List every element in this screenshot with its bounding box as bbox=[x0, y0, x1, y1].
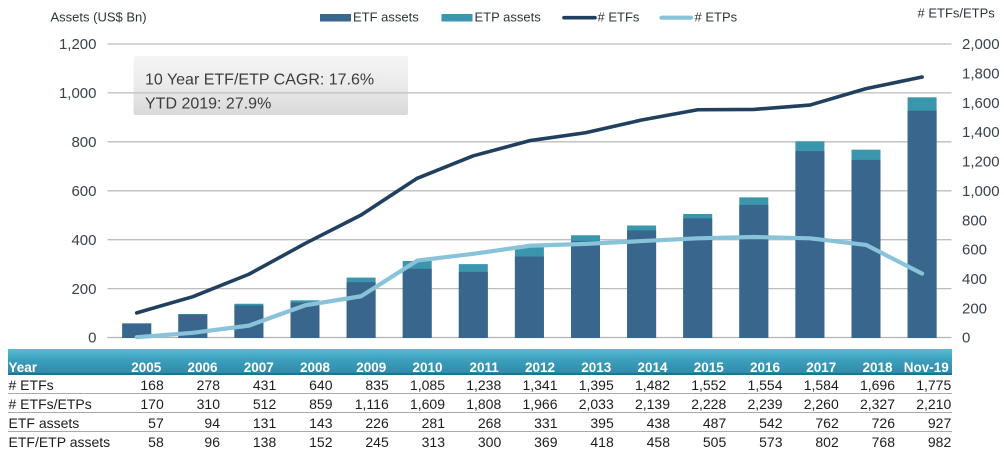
svg-text:# ETFs: # ETFs bbox=[598, 10, 640, 25]
svg-text:200: 200 bbox=[962, 300, 987, 317]
svg-text:YTD 2019: 27.9%: YTD 2019: 27.9% bbox=[145, 96, 271, 113]
svg-text:1,400: 1,400 bbox=[962, 124, 1000, 141]
svg-text:600: 600 bbox=[71, 183, 96, 200]
svg-text:1,200: 1,200 bbox=[962, 154, 1000, 171]
svg-text:1,200: 1,200 bbox=[59, 36, 97, 53]
svg-text:400: 400 bbox=[962, 271, 987, 288]
svg-text:ETF assets: ETF assets bbox=[353, 10, 419, 25]
svg-text:400: 400 bbox=[71, 232, 96, 249]
svg-text:800: 800 bbox=[71, 134, 96, 151]
svg-text:1,000: 1,000 bbox=[962, 183, 1000, 200]
svg-text:Assets (US$ Bn): Assets (US$ Bn) bbox=[51, 10, 147, 25]
svg-text:800: 800 bbox=[962, 212, 987, 229]
svg-text:1,800: 1,800 bbox=[962, 66, 1000, 83]
svg-text:0: 0 bbox=[962, 330, 970, 347]
svg-text:10 Year ETF/ETP CAGR: 17.6%: 10 Year ETF/ETP CAGR: 17.6% bbox=[145, 72, 374, 89]
svg-text:1,600: 1,600 bbox=[962, 95, 1000, 112]
svg-text:200: 200 bbox=[71, 281, 96, 298]
svg-text:# ETFs/ETPs: # ETFs/ETPs bbox=[918, 6, 996, 21]
svg-text:# ETPs: # ETPs bbox=[695, 10, 738, 25]
svg-text:2,000: 2,000 bbox=[962, 36, 1000, 53]
svg-text:ETP assets: ETP assets bbox=[475, 10, 542, 25]
svg-text:1,000: 1,000 bbox=[59, 85, 97, 102]
svg-text:0: 0 bbox=[88, 330, 96, 347]
svg-text:600: 600 bbox=[962, 242, 987, 259]
